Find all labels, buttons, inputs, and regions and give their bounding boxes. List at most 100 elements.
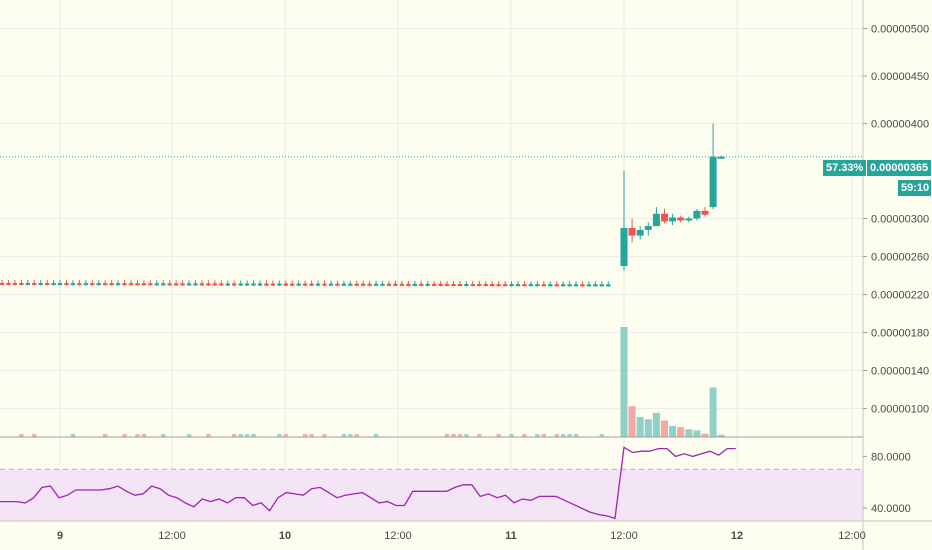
volume-bar (693, 430, 701, 437)
candle-body (341, 283, 347, 286)
candle-body (277, 283, 282, 286)
volume-bar (232, 434, 237, 437)
candle-body (161, 283, 166, 286)
volume-bar (661, 420, 668, 437)
candle-body (652, 213, 660, 227)
volume-bar (560, 434, 566, 437)
candle-body (425, 283, 430, 286)
rsi-tick-label: 40.0000 (871, 503, 911, 515)
price-tick-label: 0.00000500 (871, 24, 929, 36)
candle-body (586, 284, 592, 287)
candle-body (386, 283, 392, 286)
volume-bar (509, 434, 514, 437)
candle-body (148, 283, 153, 286)
time-tick-label: 9 (57, 530, 63, 542)
volume-bar (161, 434, 166, 437)
time-tick-label: 12:00 (158, 530, 186, 542)
volume-bar (636, 417, 644, 437)
volume-bar (277, 434, 282, 437)
candle-body (44, 283, 50, 286)
candle-body (451, 283, 456, 286)
candle-body (219, 283, 224, 286)
candle-body (685, 218, 693, 221)
volume-bar (541, 434, 546, 437)
rsi-tick-label: 80.0000 (871, 451, 911, 463)
candle-body (128, 283, 134, 286)
rsi-line (0, 446, 736, 520)
candle-body (6, 282, 11, 285)
candle-body (212, 283, 218, 286)
time-axis[interactable]: 9 12:00 10 12:00 11 12:00 12 12:00 (57, 530, 866, 542)
candle-body (560, 284, 566, 287)
price-tick-label: 0.00000260 (871, 252, 929, 264)
candle-body (373, 283, 379, 286)
rsi-panel (0, 446, 863, 522)
volume-bar (677, 427, 685, 437)
candle-body (367, 283, 372, 286)
candle-body (173, 283, 179, 286)
candle-body (522, 284, 527, 287)
volume-bar (496, 434, 501, 437)
volume-bar (373, 434, 379, 437)
volume-bar (644, 419, 652, 437)
candle-body (380, 283, 385, 286)
candle-body (470, 284, 476, 287)
candle-body (19, 283, 24, 286)
candle-body (438, 283, 443, 286)
candle-body (677, 217, 685, 221)
price-axis[interactable]: 0.00000500 0.00000450 0.00000400 0.00000300… (863, 24, 929, 416)
volume-bars (19, 327, 725, 437)
candle-body (225, 283, 230, 286)
candle-body (193, 283, 198, 286)
candle-body (70, 283, 76, 286)
candle-body (103, 283, 108, 286)
candle-body (593, 284, 598, 287)
candle-body (186, 283, 192, 286)
volume-bar (669, 426, 677, 437)
time-tick-label: 12 (731, 530, 743, 542)
candle-body (483, 284, 488, 287)
candle-body (354, 283, 359, 286)
candle-body (167, 283, 172, 286)
candle-body (490, 284, 495, 287)
candle-body (115, 283, 121, 286)
candle-body (496, 284, 501, 287)
volume-bar (302, 434, 308, 437)
candle-body (141, 283, 147, 286)
volume-bar (70, 434, 76, 437)
candle-body (64, 283, 69, 286)
volume-bar (451, 434, 456, 437)
candle-body (554, 284, 559, 287)
candle-body (257, 283, 263, 286)
time-tick-label: 10 (279, 530, 291, 542)
candle-body (109, 283, 114, 286)
time-tick-label: 12:00 (384, 530, 412, 542)
candle-body (693, 210, 701, 219)
candle-body (51, 283, 56, 286)
rsi-axis[interactable]: 80.0000 40.0000 (863, 451, 911, 515)
candle-body (502, 284, 508, 287)
volume-bar (206, 434, 211, 437)
candle-body (628, 228, 636, 236)
candle-body (464, 283, 469, 286)
volume-bar (535, 434, 540, 437)
candle-body (270, 283, 276, 286)
candle-body (25, 283, 30, 286)
volume-bar (238, 434, 243, 437)
candle-body (315, 283, 321, 286)
price-tick-label: 0.00000450 (871, 71, 929, 83)
candle-body (580, 284, 585, 287)
candle-body (535, 284, 540, 287)
volume-bar (567, 434, 572, 437)
candle-body (244, 283, 250, 286)
candle-body (232, 283, 237, 286)
volume-bar (709, 387, 717, 437)
candle-body (335, 283, 340, 286)
candle-body (636, 229, 644, 236)
candle-body (701, 210, 709, 215)
candle-body (606, 284, 611, 287)
candle-body (180, 283, 185, 286)
volume-bar (19, 434, 24, 437)
volume-bar (573, 434, 579, 437)
